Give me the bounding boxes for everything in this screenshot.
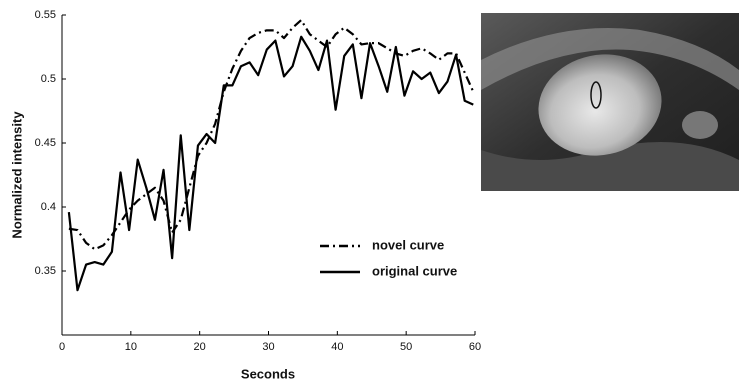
x-tick-label: 30 — [262, 341, 274, 353]
legend-label: novel curve — [372, 237, 444, 252]
x-axis-title: Seconds — [241, 366, 295, 381]
legend-label: original curve — [372, 263, 457, 278]
x-tick-label: 20 — [194, 341, 206, 353]
chart: Seconds Normalized intensity 0.35 0.4 0.45… — [0, 0, 743, 382]
x-tick-label: 50 — [400, 341, 412, 353]
image-tissue — [682, 111, 718, 139]
x-tick-label: 10 — [125, 341, 137, 353]
mri-image — [481, 13, 739, 191]
y-tick-label: 0.55 — [35, 9, 56, 21]
y-tick-label: 0.45 — [35, 137, 56, 149]
page: {"chart_data": { "type": "line", "x_labe… — [0, 0, 743, 382]
y-tick-label: 0.35 — [35, 265, 56, 277]
x-tick-label: 40 — [331, 341, 343, 353]
y-axis-title: Normalized intensity — [9, 111, 24, 239]
series-line — [69, 20, 473, 249]
y-tick-label: 0.4 — [41, 201, 56, 213]
y-tick-label: 0.5 — [41, 73, 56, 85]
x-tick-label: 60 — [469, 341, 481, 353]
x-tick-label: 0 — [59, 341, 65, 353]
